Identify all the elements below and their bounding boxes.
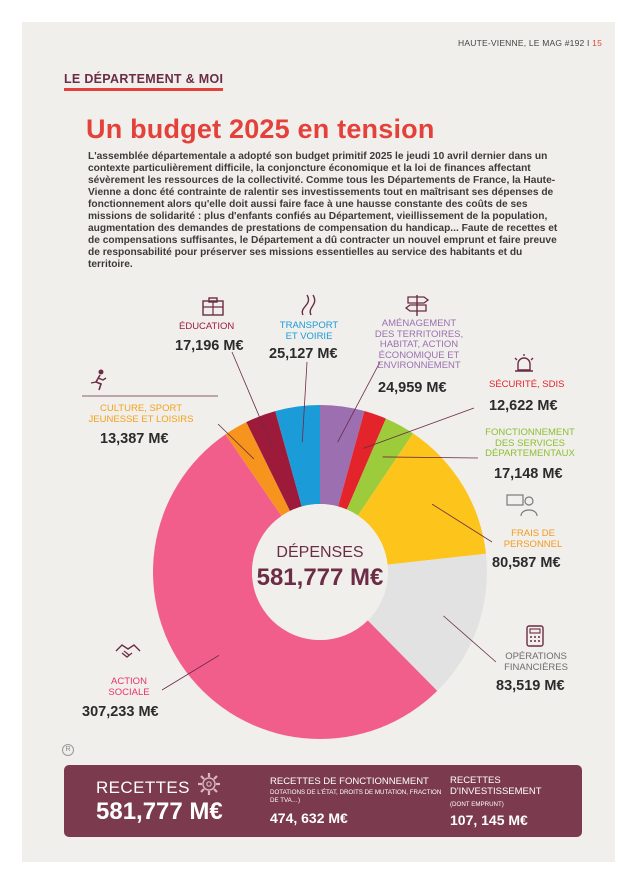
label-personnel: FRAIS DE PERSONNEL xyxy=(503,528,563,550)
chart-center-title: DÉPENSES xyxy=(276,544,364,561)
label-education: ÉDUCATION xyxy=(179,321,235,332)
article-intro: L'assemblée départementale a adopté son … xyxy=(88,151,558,270)
gear-icon xyxy=(198,773,220,795)
magazine-name: HAUTE-VIENNE, LE MAG #192 xyxy=(458,38,585,48)
leader-line-education xyxy=(231,351,274,450)
fonctionnement-title: RECETTES DE FONCTIONNEMENT xyxy=(270,776,429,787)
slice-fonctionnement-des-services-de xyxy=(346,418,414,516)
fonctionnement-value: 474, 632 M€ xyxy=(270,810,348,826)
page-number: 15 xyxy=(592,38,602,48)
leader-line-fonctionnement-des-services-de xyxy=(382,456,479,459)
label-fonctionnement: FONCTIONNEMENT DES SERVICES DÉPARTEMENTA… xyxy=(485,427,575,459)
value-culture: 13,387 M€ xyxy=(100,431,169,447)
section-rubric: LE DÉPARTEMENT & MOI xyxy=(64,72,224,91)
fonctionnement-detail: DOTATIONS DE L'ÉTAT, DROITS DE MUTATION,… xyxy=(270,789,442,804)
label-amenagement: AMÉNAGEMENT DES TERRITOIRES, HABITAT, AC… xyxy=(374,318,464,371)
value-education: 17,196 M€ xyxy=(175,338,244,354)
leader-line-transport-et-voirie xyxy=(301,361,308,443)
slice-action-sociale xyxy=(153,434,438,739)
leader-line-frais-de-personnel xyxy=(431,503,493,543)
leader-line-action-sociale xyxy=(161,655,220,691)
leader-line-securite-sdis xyxy=(363,407,475,449)
signpost-icon xyxy=(404,295,430,316)
label-securite: SÉCURITÉ, SDIS xyxy=(489,379,565,390)
article-title: Un budget 2025 en tension xyxy=(86,114,435,144)
runner-icon xyxy=(90,369,107,391)
staff-icon xyxy=(506,494,538,517)
expenses-donut-chart xyxy=(82,351,497,739)
investissement-value: 107, 145 M€ xyxy=(450,812,528,828)
slice-frais-de-personnel xyxy=(357,433,487,565)
slice-securite-sdis xyxy=(338,411,386,510)
label-sociale: ACTION SOCIALE xyxy=(108,676,150,698)
value-financieres: 83,519 M€ xyxy=(496,678,565,694)
value-amenagement: 24,959 M€ xyxy=(378,380,447,396)
value-sociale: 307,233 M€ xyxy=(82,704,159,720)
leader-line-operations-financieres xyxy=(443,615,497,663)
value-personnel: 80,587 M€ xyxy=(492,555,561,571)
label-transport: TRANSPORT ET VOIRIE xyxy=(279,320,339,342)
slice-education xyxy=(246,411,302,511)
leader-line-amenagement-des-territoires-ha xyxy=(337,361,381,443)
label-culture: CULTURE, SPORT JEUNESSE ET LOISIRS xyxy=(88,403,194,425)
school-icon xyxy=(202,297,224,316)
value-fonctionnement: 17,148 M€ xyxy=(494,466,563,482)
chart-center-total: 581,777 M€ xyxy=(256,564,384,591)
leader-line-culture-sport-jeunesse-et-lois xyxy=(217,423,255,460)
donut-hole xyxy=(252,504,388,640)
label-financieres: OPÉRATIONS FINANCIÈRES xyxy=(504,651,568,673)
recettes-label: RECETTES xyxy=(96,778,190,797)
magazine-page: HAUTE-VIENNE, LE MAG #192 I 15 LE DÉPART… xyxy=(22,22,615,862)
slice-operations-financieres xyxy=(367,553,487,691)
value-securite: 12,622 M€ xyxy=(489,398,558,414)
page-header: HAUTE-VIENNE, LE MAG #192 I 15 xyxy=(402,38,602,48)
slice-culture-sport-jeunesse-et-lois xyxy=(225,422,290,516)
investissement-detail: (DONT EMPRUNT) xyxy=(450,801,504,808)
revenue-summary-panel: RECETTES 581,777 M€ RECETTES DE FONCTION… xyxy=(64,765,582,837)
handshake-icon xyxy=(115,644,141,658)
registered-mark: R xyxy=(62,744,74,756)
header-separator: I xyxy=(587,38,590,48)
slice-transport-et-voirie xyxy=(275,405,320,507)
value-transport: 25,127 M€ xyxy=(269,346,338,362)
road-icon xyxy=(301,294,316,316)
calculator-icon xyxy=(526,625,544,647)
siren-icon xyxy=(514,354,534,372)
recettes-total: 581,777 M€ xyxy=(96,798,223,825)
slice-amenagement-des-territoires-ha xyxy=(320,405,365,507)
investissement-title: RECETTES D'INVESTISSEMENT xyxy=(450,775,542,797)
